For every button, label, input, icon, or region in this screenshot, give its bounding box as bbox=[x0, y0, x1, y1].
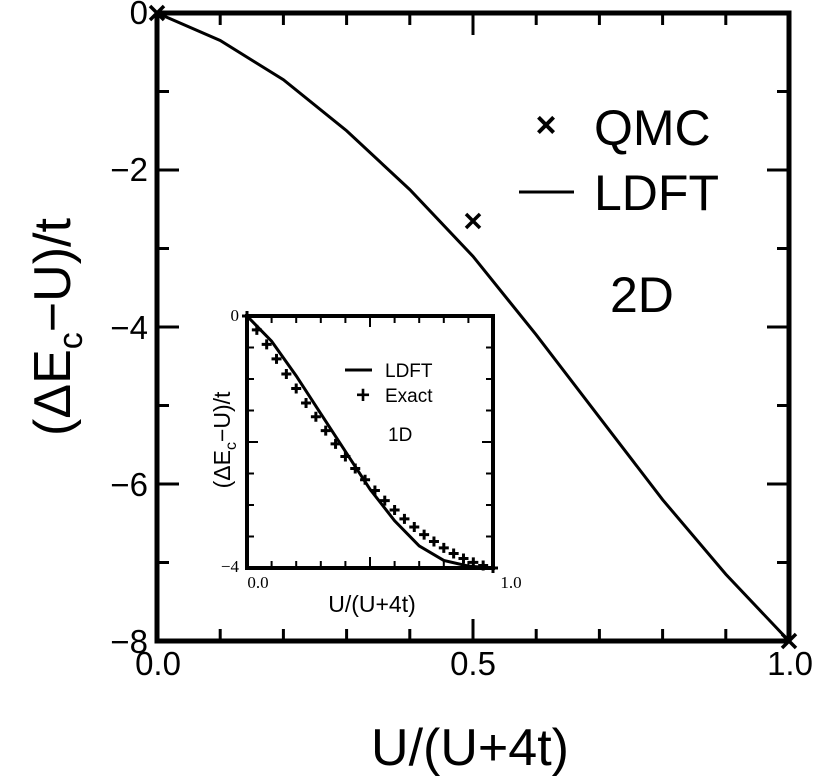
data-point-exact bbox=[419, 529, 430, 540]
inset-y-tick-label: 0 bbox=[231, 306, 240, 325]
inset-y-axis-label-part: (ΔE bbox=[209, 450, 235, 488]
main-y-tick-label: −2 bbox=[110, 151, 148, 188]
inset-x-tick-label: 1.0 bbox=[500, 573, 521, 592]
data-point-exact bbox=[320, 425, 331, 436]
main-legend-qmc-marker: × bbox=[535, 104, 556, 145]
data-point-exact bbox=[281, 368, 292, 379]
inset-y-axis-label: (ΔEc−U)/t bbox=[209, 391, 240, 488]
data-point-exact bbox=[251, 324, 262, 335]
main-y-axis-label-subscript: c bbox=[52, 332, 90, 349]
inset-legend-exact-marker: + bbox=[356, 382, 370, 409]
inset-annotation-1d: 1D bbox=[388, 425, 412, 446]
inset-series bbox=[242, 311, 498, 573]
main-legend-qmc-label: QMC bbox=[594, 100, 711, 156]
data-point-qmc bbox=[464, 212, 482, 230]
data-point-exact bbox=[340, 451, 351, 462]
data-point-exact bbox=[301, 397, 312, 408]
main-legend-ldft-label: LDFT bbox=[594, 165, 719, 221]
main-x-tick-label: 0.5 bbox=[450, 645, 496, 682]
data-point-exact bbox=[468, 557, 479, 568]
main-y-axis-label-part: −U)/t bbox=[24, 218, 82, 333]
inset-x-tick-label: 0.0 bbox=[247, 573, 268, 592]
main-annotation-2d: 2D bbox=[610, 267, 674, 323]
data-point-exact bbox=[428, 536, 439, 547]
data-point-exact bbox=[438, 542, 449, 553]
data-point-exact bbox=[478, 560, 489, 571]
main-y-tick-label: −4 bbox=[110, 309, 148, 346]
data-point-exact bbox=[360, 474, 371, 485]
inset-y-axis-label-part: −U)/t bbox=[209, 391, 235, 442]
data-point-exact bbox=[409, 522, 420, 533]
inset-y-axis-label-subscript: c bbox=[223, 442, 240, 450]
main-ticks bbox=[155, 11, 791, 643]
main-x-tick-label: 0.0 bbox=[135, 645, 181, 682]
data-point-exact bbox=[458, 553, 469, 564]
data-point-exact bbox=[448, 548, 459, 559]
data-point-exact bbox=[399, 513, 410, 524]
inset-background bbox=[246, 315, 493, 568]
main-y-tick-label: −6 bbox=[110, 466, 148, 503]
data-point-exact bbox=[242, 311, 252, 321]
data-point-exact bbox=[350, 463, 361, 474]
inset-x-axis-label: U/(U+4t) bbox=[328, 591, 416, 617]
main-y-axis-label: (ΔEc−U)/t bbox=[24, 218, 90, 436]
main-y-axis-label-part: (ΔE bbox=[24, 349, 82, 436]
data-point-exact bbox=[261, 339, 272, 350]
main-y-tick-label: −8 bbox=[110, 623, 148, 660]
inset-legend-ldft-label: LDFT bbox=[385, 361, 433, 382]
data-point-exact bbox=[330, 438, 341, 449]
data-point-exact bbox=[369, 485, 380, 496]
data-point-exact bbox=[291, 383, 302, 394]
data-point-exact bbox=[488, 563, 498, 573]
inset-y-tick-label: −4 bbox=[221, 557, 240, 576]
data-point-exact bbox=[379, 495, 390, 506]
data-point-exact bbox=[271, 353, 282, 364]
data-point-exact bbox=[389, 505, 400, 516]
main-y-tick-label: 0 bbox=[130, 0, 148, 31]
main-x-tick-label: 1.0 bbox=[767, 645, 813, 682]
main-series bbox=[148, 4, 798, 650]
data-point-exact bbox=[310, 411, 321, 422]
inset-legend-exact-label: Exact bbox=[385, 386, 433, 407]
series-line-ldft bbox=[156, 11, 791, 643]
main-x-axis-label: U/(U+4t) bbox=[371, 719, 569, 777]
